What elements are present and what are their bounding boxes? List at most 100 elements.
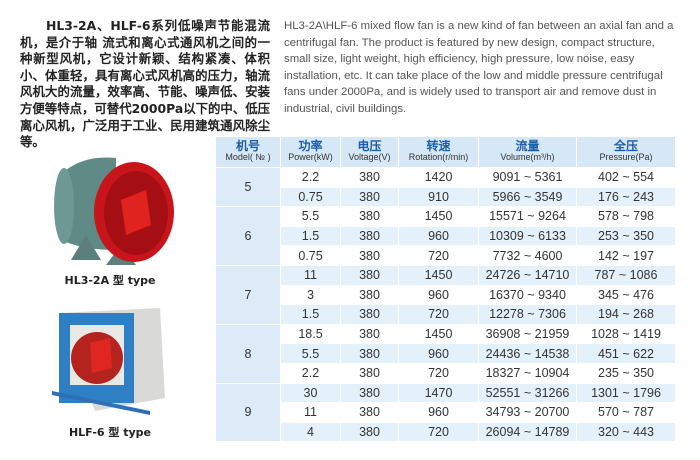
- model-cell: 9: [216, 383, 280, 442]
- table-cell: 1450: [399, 265, 478, 285]
- column-header: 机号 Model( № ): [216, 137, 280, 167]
- header-en: Model( № ): [225, 152, 271, 162]
- table-cell: 24436 ~ 14538: [479, 344, 576, 363]
- table-cell: 720: [399, 246, 478, 265]
- table-cell: 380: [341, 363, 398, 383]
- model-cell: 5: [216, 168, 280, 207]
- table-cell: 380: [341, 187, 398, 207]
- table-cell: 578 ~ 798: [577, 207, 675, 226]
- table-cell: 720: [399, 363, 478, 383]
- table-cell: 194 ~ 268: [577, 305, 675, 324]
- spec-table: 机号 Model( № ) 功率 Power(kW) 电压 Voltage(V) 转速 Rot…: [215, 136, 676, 442]
- table-cell: 26094 ~ 14789: [479, 422, 576, 442]
- product-caption-hl3-2a: HL3-2A 型 type: [64, 274, 156, 287]
- table-cell: 720: [399, 422, 478, 442]
- header-en: Rotation(r/min): [408, 152, 469, 162]
- table-cell: 380: [341, 265, 398, 285]
- header-en: Voltage(V): [348, 152, 391, 162]
- table-cell: 380: [341, 403, 398, 422]
- table-cell: 402 ~ 554: [577, 168, 675, 187]
- product-caption-hlf-6: HLF-6 型 type: [68, 426, 152, 439]
- table-row: 0.75 380 720 7732 ~ 4600 142 ~ 197: [216, 246, 675, 265]
- table-cell: 3: [281, 285, 340, 305]
- table-cell: 5.5: [281, 207, 340, 226]
- table-cell: 1028 ~ 1419: [577, 324, 675, 344]
- table-row: 7 11 380 1450 24726 ~ 14710 787 ~ 1086: [216, 265, 675, 324]
- table-cell: 24726 ~ 14710: [479, 265, 576, 285]
- table-cell: 36908 ~ 21959: [479, 324, 576, 344]
- table-row: 11 380 960 34793 ~ 20700 570 ~ 787: [216, 403, 675, 422]
- table-cell: 5966 ~ 3549: [479, 187, 576, 207]
- table-cell: 0.75: [281, 246, 340, 265]
- table-cell: 380: [341, 226, 398, 246]
- table-row: 5.5 380 960 24436 ~ 14538 451 ~ 622: [216, 344, 675, 363]
- table-cell: 910: [399, 187, 478, 207]
- table-cell: 720: [399, 305, 478, 324]
- table-cell: 380: [341, 344, 398, 363]
- table-cell: 16370 ~ 9340: [479, 285, 576, 305]
- table-cell: 1.5: [281, 226, 340, 246]
- model-cell: 6: [216, 207, 280, 265]
- table-cell: 451 ~ 622: [577, 344, 675, 363]
- table-cell: 1450: [399, 324, 478, 344]
- header-cn: 流量: [515, 139, 540, 153]
- table-cell: 380: [341, 207, 398, 226]
- table-cell: 12278 ~ 7306: [479, 305, 576, 324]
- table-row: 3 380 960 16370 ~ 9340 345 ~ 476: [216, 285, 675, 305]
- model-cell: 8: [216, 324, 280, 383]
- table-cell: 30: [281, 383, 340, 403]
- table-cell: 11: [281, 403, 340, 422]
- table-cell: 380: [341, 285, 398, 305]
- table-cell: 34793 ~ 20700: [479, 403, 576, 422]
- table-cell: 1.5: [281, 305, 340, 324]
- table-cell: 4: [281, 422, 340, 442]
- table-cell: 380: [341, 422, 398, 442]
- table-cell: 960: [399, 226, 478, 246]
- header-cn: 转速: [426, 139, 451, 153]
- table-row: 1.5 380 720 12278 ~ 7306 194 ~ 268: [216, 305, 675, 324]
- header-en: Volume(m³/h): [500, 152, 555, 162]
- intro-chinese: HL3-2A、HLF-6系列低噪声节能混流机，是介于轴 流式和离心式通风机之间的…: [20, 18, 270, 150]
- table-cell: 5.5: [281, 344, 340, 363]
- table-cell: 960: [399, 344, 478, 363]
- hl3-2a-fan-image: [54, 157, 174, 265]
- table-cell: 0.75: [281, 187, 340, 207]
- table-row: 8 18.5 380 1450 36908 ~ 21959 1028 ~ 1419: [216, 324, 675, 383]
- table-cell: 1450: [399, 207, 478, 226]
- header-cn: 电压: [357, 139, 382, 153]
- header-cn: 全压: [613, 139, 638, 153]
- table-row: 9 30 380 1470 52551 ~ 31266 1301 ~ 1796: [216, 383, 675, 442]
- table-cell: 18.5: [281, 324, 340, 344]
- header-cn: 机号: [235, 139, 260, 153]
- table-cell: 960: [399, 285, 478, 305]
- table-cell: 2.2: [281, 168, 340, 187]
- table-cell: 380: [341, 168, 398, 187]
- intro-english: HL3-2A\HLF-6 mixed flow fan is a new kin…: [284, 20, 674, 115]
- table-cell: 1301 ~ 1796: [577, 383, 675, 403]
- table-cell: 320 ~ 443: [577, 422, 675, 442]
- table-cell: 570 ~ 787: [577, 403, 675, 422]
- table-cell: 380: [341, 324, 398, 344]
- column-header: 功率 Power(kW): [281, 137, 340, 167]
- column-header: 流量 Volume(m³/h): [479, 137, 576, 167]
- model-cell: 7: [216, 265, 280, 324]
- table-cell: 787 ~ 1086: [577, 265, 675, 285]
- column-header: 电压 Voltage(V): [341, 137, 398, 167]
- table-cell: 142 ~ 197: [577, 246, 675, 265]
- table-cell: 235 ~ 350: [577, 363, 675, 383]
- table-cell: 9091 ~ 5361: [479, 168, 576, 187]
- table-cell: 176 ~ 243: [577, 187, 675, 207]
- table-cell: 11: [281, 265, 340, 285]
- column-header: 全压 Pressure(Pa): [577, 137, 675, 167]
- table-row: 0.75 380 910 5966 ~ 3549 176 ~ 243: [216, 187, 675, 207]
- header-en: Power(kW): [288, 152, 333, 162]
- table-cell: 1470: [399, 383, 478, 403]
- table-cell: 15571 ~ 9264: [479, 207, 576, 226]
- table-row: 4 380 720 26094 ~ 14789 320 ~ 443: [216, 422, 675, 442]
- table-cell: 253 ~ 350: [577, 226, 675, 246]
- table-cell: 10309 ~ 6133: [479, 226, 576, 246]
- table-cell: 380: [341, 305, 398, 324]
- table-cell: 18327 ~ 10904: [479, 363, 576, 383]
- table-cell: 1420: [399, 168, 478, 187]
- table-cell: 380: [341, 383, 398, 403]
